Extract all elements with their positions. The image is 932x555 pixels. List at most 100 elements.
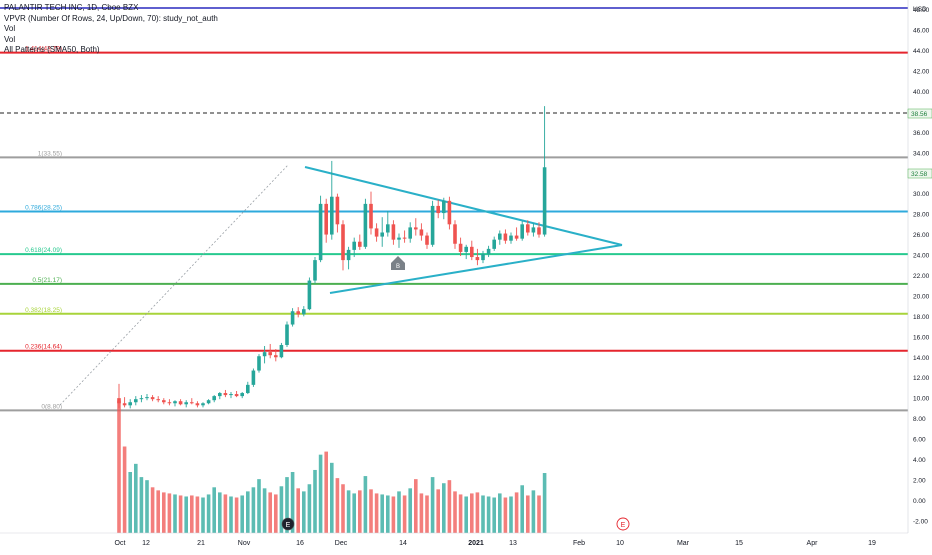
price-tick-label: 2.00 (913, 477, 926, 484)
volume-bar (290, 472, 295, 533)
time-tick-label: 2021 (468, 540, 484, 547)
price-tick-label: 26.00 (913, 232, 930, 239)
candle-body (470, 246, 474, 258)
volume-bar (234, 497, 239, 533)
candle (414, 218, 418, 236)
candle (447, 196, 452, 230)
volume-indicator-label-2[interactable]: Vol (4, 34, 16, 44)
volume-bar (503, 497, 508, 533)
pattern-marker[interactable]: B (391, 256, 405, 270)
candle-body (380, 232, 384, 237)
candle (514, 227, 519, 241)
candle-body (229, 394, 233, 396)
candle-body (201, 403, 205, 406)
candle (285, 321, 289, 348)
candle (240, 392, 244, 399)
candle (492, 236, 496, 251)
candle (481, 250, 485, 264)
earnings-marker-1[interactable]: E (281, 517, 295, 531)
candle-body (526, 224, 530, 233)
volume-bar (268, 492, 272, 533)
symbol-title[interactable]: PALANTIR TECH INC, 1D, Cboe BZX (4, 3, 139, 12)
candle (520, 221, 524, 241)
fib-trend-dashed-line (59, 164, 289, 406)
volume-bar (346, 490, 351, 533)
volume-bar (363, 476, 368, 533)
volume-bar (145, 480, 149, 533)
volume-indicator-label[interactable]: Vol (4, 24, 16, 33)
price-axis[interactable]: USD 48.0046.0044.0042.0040.0038.0036.003… (907, 0, 932, 533)
volume-bar (139, 477, 144, 533)
candle-body (128, 402, 132, 406)
candle (464, 244, 468, 260)
candle-body (397, 237, 401, 240)
time-tick-label: 13 (509, 540, 517, 547)
volume-bar (201, 497, 205, 533)
candle (178, 399, 183, 406)
time-tick-label: Feb (573, 540, 585, 547)
volume-bar (442, 483, 446, 533)
candle (386, 211, 390, 237)
candle (391, 220, 396, 245)
volume-bar (509, 496, 513, 533)
volume-bar (352, 493, 356, 533)
volume-bar (335, 478, 340, 533)
vpvr-indicator-label[interactable]: VPVR (Number Of Rows, 24, Up/Down, 70): … (4, 13, 218, 23)
volume-bar (240, 495, 244, 533)
volume-bar (128, 472, 132, 533)
volume-bar (162, 492, 166, 533)
volume-bar (313, 469, 317, 533)
candle-body (162, 400, 166, 403)
volume-bar (246, 491, 250, 533)
volume-bar (486, 496, 491, 533)
candle (279, 342, 284, 359)
candle-body (223, 393, 228, 396)
time-axis[interactable]: Oct 12 21 Nov 16 Dec 14 2021 13 Feb 10 Mar 15 Apr 19 (0, 532, 932, 550)
candle (526, 220, 530, 236)
volume-bar (206, 494, 211, 533)
fib-level-label: 0.5(21.17) (32, 277, 62, 284)
volume-bar (458, 494, 463, 533)
candle-body (481, 253, 485, 261)
svg-text:38.56: 38.56 (911, 111, 928, 118)
volume-bar (330, 462, 334, 533)
chart-legend: PALANTIR TECH INC, 1D, Cboe BZX VPVR (Nu… (4, 3, 218, 56)
volume-bar (526, 495, 530, 533)
candle (274, 349, 278, 362)
candle-body (296, 311, 300, 315)
price-tick-label: 6.00 (913, 437, 926, 444)
candle-body (363, 203, 368, 247)
candle (486, 245, 491, 258)
pattern-marker-label: B (396, 264, 400, 270)
candle-body (341, 224, 345, 261)
volume-bar (178, 495, 183, 533)
candle-body (139, 398, 144, 400)
time-tick-label: 21 (197, 540, 205, 547)
candle-body (173, 401, 177, 404)
candle (218, 392, 222, 400)
candle (509, 232, 513, 244)
earnings-marker-2[interactable]: E (616, 517, 630, 531)
candle (229, 392, 233, 399)
fib-level-label: 0.382(18.25) (25, 307, 62, 314)
candle (475, 248, 480, 266)
volume-bar (212, 487, 216, 533)
candle (369, 191, 373, 235)
candle-body (542, 167, 547, 235)
fib-level-label: 1(33.55) (38, 150, 62, 157)
volume-bar (492, 497, 496, 533)
candle (318, 195, 323, 263)
top-price-badge: 38.56 (907, 108, 932, 119)
candle (201, 402, 205, 408)
fib-level-label: 0(8.80) (41, 403, 62, 410)
patterns-indicator-label[interactable]: All Patterns (SMA50, Both) (4, 45, 100, 54)
candle-body (335, 196, 340, 225)
candle (206, 399, 211, 405)
volume-bar (274, 494, 278, 533)
candle (537, 222, 541, 238)
price-tick-label: 8.00 (913, 416, 926, 423)
volume-bar (307, 484, 312, 533)
price-tick-label: 0.00 (913, 498, 926, 505)
